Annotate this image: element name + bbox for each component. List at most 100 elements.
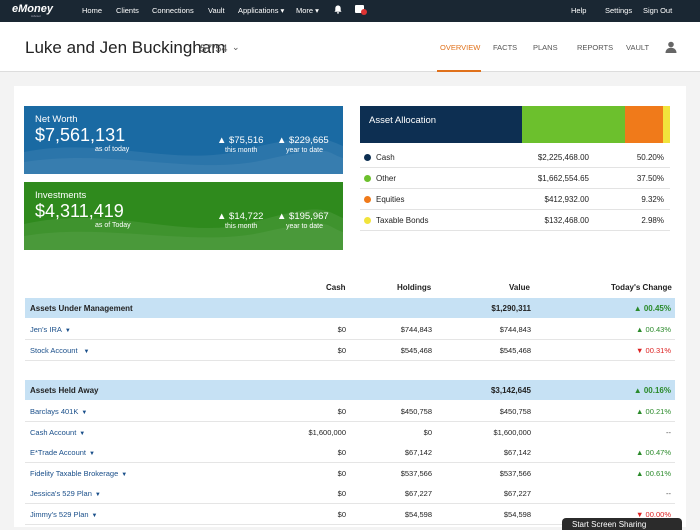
investments-year-label: year to date bbox=[286, 223, 323, 230]
net-worth-card[interactable]: Net Worth $7,561,131 as of today ▲ $75,5… bbox=[24, 106, 343, 174]
caret-down-icon[interactable]: ▼ bbox=[121, 471, 128, 478]
tab-vault[interactable]: VAULT bbox=[626, 43, 650, 52]
nav-vault[interactable]: Vault bbox=[208, 6, 225, 15]
bell-icon[interactable] bbox=[334, 5, 342, 14]
value-cell: $744,843 bbox=[499, 325, 531, 334]
emoney-logo[interactable]: eMoney bbox=[12, 3, 53, 15]
investments-card[interactable]: Investments $4,311,419 as of Today ▲ $14… bbox=[24, 182, 343, 250]
allocation-bar[interactable] bbox=[360, 106, 670, 143]
caret-down-icon[interactable]: ▼ bbox=[64, 328, 71, 334]
legend-dot-other bbox=[364, 175, 371, 182]
account-link[interactable]: Fidelity Taxable Brokerage ▼ bbox=[30, 469, 127, 478]
holdings-cell: $54,598 bbox=[404, 510, 432, 519]
tab-plans[interactable]: PLANS bbox=[533, 43, 558, 52]
tab-reports[interactable]: REPORTS bbox=[577, 43, 614, 52]
account-link[interactable]: Cash Account ▼ bbox=[30, 428, 85, 437]
card-wave-background bbox=[24, 138, 343, 174]
nav-sign-out[interactable]: Sign Out bbox=[643, 6, 673, 15]
client-switch-chevron-icon[interactable]: ⌄ bbox=[232, 42, 240, 52]
value-cell: $537,566 bbox=[499, 468, 531, 478]
user-icon[interactable] bbox=[665, 41, 677, 53]
group-value: $1,290,311 bbox=[491, 304, 531, 313]
allocation-row-taxable-bonds: Taxable Bonds $132,468.00 2.98% bbox=[360, 211, 670, 231]
account-name[interactable]: E*Trade Account bbox=[30, 448, 87, 458]
allocation-segment-equities[interactable] bbox=[624, 106, 664, 143]
nav-more[interactable]: More ▾ bbox=[296, 6, 319, 15]
investments-title: Investments bbox=[35, 190, 87, 201]
holdings-cell: $67,142 bbox=[404, 448, 432, 458]
account-name[interactable]: Fidelity Taxable Brokerage bbox=[30, 468, 119, 478]
legend-dot-cash bbox=[364, 154, 371, 161]
allocation-segment-taxable-bonds[interactable] bbox=[663, 106, 670, 143]
table-row: Barclays 401K ▼ $0 $450,758 $450,758 ▲ 00.21% bbox=[25, 401, 675, 422]
allocation-segment-cash[interactable] bbox=[360, 106, 522, 143]
screen-sharing-toast[interactable]: Start Screen Sharing bbox=[562, 518, 682, 530]
allocation-name: Other bbox=[376, 174, 397, 183]
account-link[interactable]: Jimmy's 529 Plan ▼ bbox=[30, 510, 98, 519]
col-header-holdings[interactable]: Holdings bbox=[397, 283, 432, 292]
nav-connections[interactable]: Connections bbox=[152, 6, 194, 15]
value-cell: $67,227 bbox=[503, 489, 531, 499]
legend-dot-taxable-bonds bbox=[364, 217, 371, 224]
col-header-value[interactable]: Value bbox=[509, 283, 530, 292]
caret-down-icon[interactable]: ▼ bbox=[89, 451, 95, 458]
allocation-percent: 50.20% bbox=[636, 153, 664, 162]
cash-cell: $0 bbox=[337, 407, 346, 416]
account-name[interactable]: Barclays 401K bbox=[30, 407, 79, 416]
account-link[interactable]: E*Trade Account ▼ bbox=[30, 448, 95, 457]
change-cell: ▲ 00.21% bbox=[636, 407, 671, 416]
col-header-cash[interactable]: Cash bbox=[326, 283, 346, 292]
caret-down-icon[interactable]: ▼ bbox=[83, 349, 90, 355]
nav-applications[interactable]: Applications ▾ bbox=[238, 6, 285, 15]
allocation-row-equities: Equities $412,932.00 9.32% bbox=[360, 190, 670, 210]
investments-as-of: as of Today bbox=[95, 222, 131, 229]
cash-cell: $0 bbox=[337, 448, 346, 458]
cash-cell: $0 bbox=[337, 510, 346, 519]
net-worth-amount: $7,561,131 bbox=[35, 125, 126, 145]
net-worth-year-change: ▲ $229,665 bbox=[277, 135, 329, 146]
caret-down-icon[interactable]: ▼ bbox=[91, 513, 98, 519]
nav-settings[interactable]: Settings bbox=[605, 6, 633, 15]
investments-year-change: ▲ $195,967 bbox=[277, 211, 329, 222]
page-scrollbar[interactable] bbox=[690, 86, 700, 527]
tab-facts[interactable]: FACTS bbox=[493, 43, 518, 52]
tab-overview[interactable]: OVERVIEW bbox=[440, 43, 481, 52]
account-name[interactable]: Jimmy's 529 Plan bbox=[30, 510, 89, 519]
account-link[interactable]: Jen's IRA ▼ bbox=[30, 325, 71, 334]
allocation-segment-other[interactable] bbox=[521, 106, 625, 143]
caret-down-icon[interactable]: ▼ bbox=[81, 410, 88, 416]
nav-help[interactable]: Help bbox=[571, 6, 587, 15]
logo-subtitle: Advisor bbox=[31, 14, 42, 18]
nav-clients[interactable]: Clients bbox=[116, 6, 139, 15]
holdings-cell: $545,468 bbox=[400, 346, 432, 355]
holdings-cell: $450,758 bbox=[400, 407, 432, 416]
account-link[interactable]: Barclays 401K ▼ bbox=[30, 407, 87, 416]
net-worth-as-of: as of today bbox=[95, 146, 130, 153]
messages-icon[interactable] bbox=[355, 5, 364, 13]
account-link[interactable]: Jessica's 529 Plan ▼ bbox=[30, 489, 101, 498]
notification-badge bbox=[361, 9, 367, 15]
investments-amount: $4,311,419 bbox=[35, 201, 124, 221]
allocation-amount: $2,225,468.00 bbox=[537, 153, 589, 162]
caret-down-icon[interactable]: ▼ bbox=[94, 492, 101, 499]
allocation-row-other: Other $1,662,554.65 37.50% bbox=[360, 169, 670, 189]
change-cell: -- bbox=[666, 427, 671, 437]
client-name: Luke and Jen Buckingham bbox=[25, 38, 226, 57]
cash-cell: $1,600,000 bbox=[308, 427, 346, 437]
allocation-name: Taxable Bonds bbox=[376, 216, 429, 225]
net-worth-month-label: this month bbox=[225, 147, 258, 154]
account-name[interactable]: Jessica's 529 Plan bbox=[30, 489, 92, 499]
holdings-cell: $0 bbox=[423, 427, 432, 437]
account-name[interactable]: Stock Account bbox=[30, 346, 78, 355]
account-name[interactable]: Cash Account bbox=[30, 427, 77, 437]
investments-month-change: ▲ $14,722 bbox=[217, 211, 264, 222]
investments-year-value: $195,967 bbox=[289, 211, 329, 222]
legend-dot-equities bbox=[364, 196, 371, 203]
account-name[interactable]: Jen's IRA bbox=[30, 325, 62, 334]
caret-down-icon[interactable]: ▼ bbox=[79, 430, 86, 437]
col-header-todays-change[interactable]: Today's Change bbox=[611, 283, 672, 292]
value-cell: $450,758 bbox=[499, 407, 531, 416]
nav-home[interactable]: Home bbox=[82, 6, 103, 15]
account-link[interactable]: Stock Account ▼ bbox=[30, 346, 89, 355]
table-row: Jimmy's 529 Plan ▼ $0 $54,598 $54,598 ▼ 00.00… bbox=[25, 504, 675, 525]
